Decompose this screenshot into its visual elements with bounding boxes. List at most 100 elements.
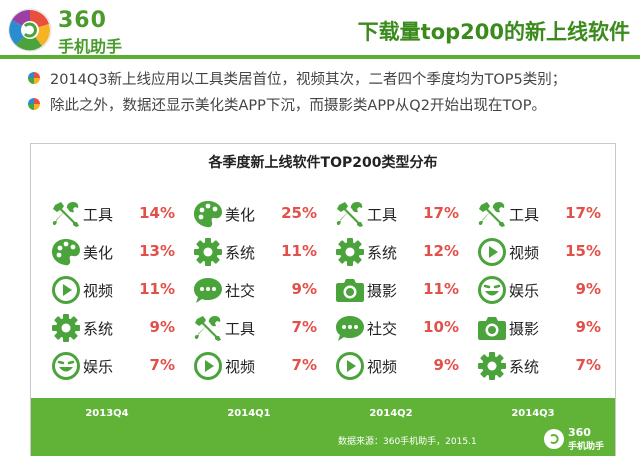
footer-logo-text: 手机助手 [568,442,605,452]
chat-icon [193,275,223,305]
smiley-icon [51,351,81,381]
play-icon [335,351,365,381]
category-item: 摄影 9% [463,310,603,346]
category-label: 社交 [225,282,256,300]
category-percent: 9% [433,356,459,374]
quarter-label: 2014Q1 [227,408,271,419]
bullet-dot-icon [28,98,40,110]
gear-icon [335,237,365,267]
camera-icon [477,313,507,343]
footer-logo-number: 360 [568,426,591,439]
category-label: 系统 [367,244,398,262]
quarter-column: 工具 14% 美化 13% 视频 11% 系统 9% 娱乐 7% [37,196,177,396]
tools-icon [477,199,507,229]
category-label: 系统 [83,320,114,338]
quarter-label: 2014Q2 [369,408,413,419]
logo-text: 手机助手 [58,37,123,56]
logo-mark-icon [8,8,52,52]
category-item: 系统 11% [179,234,319,270]
category-percent: 7% [149,356,175,374]
category-percent: 7% [575,356,601,374]
page-header: 360 手机助手 下载量top200的新上线软件 [0,0,640,60]
category-percent: 7% [291,356,317,374]
quarter-column: 工具 17% 系统 12% 摄影 11% 社交 10% 视频 9% [321,196,461,396]
category-item: 社交 9% [179,272,319,308]
palette-icon [51,237,81,267]
chart-title: 各季度新上线软件TOP200类型分布 [208,155,438,171]
category-label: 视频 [367,358,398,376]
category-item: 娱乐 9% [463,272,603,308]
category-item: 视频 15% [463,234,603,270]
category-percent: 11% [281,242,317,260]
category-percent: 11% [423,280,459,298]
tools-icon [193,313,223,343]
play-icon [51,275,81,305]
category-percent: 13% [139,242,175,260]
category-label: 美化 [225,206,256,224]
bullet-list: 2014Q3新上线应用以工具类居首位，视频其次，二者四个季度均为TOP5类别； … [0,64,640,124]
category-label: 娱乐 [83,358,114,376]
quarter-column: 工具 17% 视频 15% 娱乐 9% 摄影 9% 系统 7% [463,196,603,396]
category-item: 娱乐 7% [37,348,177,384]
category-label: 摄影 [367,282,398,300]
data-source: 数据来源：360手机助手，2015.1 [338,437,477,447]
category-label: 社交 [367,320,398,338]
category-percent: 17% [565,204,601,222]
category-item: 工具 17% [321,196,461,232]
tools-icon [51,199,81,229]
quarter-label: 2013Q4 [85,408,129,419]
category-label: 系统 [225,244,256,262]
chat-icon [335,313,365,343]
bullet-dot-icon [28,72,40,84]
bullet-text: 2014Q3新上线应用以工具类居首位，视频其次，二者四个季度均为TOP5类别； [50,71,567,88]
bullet-item: 除此之外，数据还显示美化类APP下沉，而摄影类APP从Q2开始出现在TOP。 [28,92,546,116]
app-logo: 360 手机助手 [8,6,148,56]
footer-logo-mark-icon [544,429,564,449]
category-label: 工具 [367,206,398,224]
category-item: 工具 14% [37,196,177,232]
category-percent: 14% [139,204,175,222]
category-item: 摄影 11% [321,272,461,308]
category-percent: 15% [565,242,601,260]
category-percent: 9% [575,280,601,298]
footer-logo: 360 手机助手 [543,426,615,452]
quarter-column: 美化 25% 系统 11% 社交 9% 工具 7% 视频 7% [179,196,319,396]
bullet-item: 2014Q3新上线应用以工具类居首位，视频其次，二者四个季度均为TOP5类别； [28,66,566,90]
category-item: 视频 7% [179,348,319,384]
category-label: 视频 [83,282,114,300]
category-percent: 9% [291,280,317,298]
category-percent: 7% [291,318,317,336]
tools-icon [335,199,365,229]
category-percent: 17% [423,204,459,222]
category-label: 摄影 [509,320,540,338]
gear-icon [51,313,81,343]
category-item: 视频 9% [321,348,461,384]
category-label: 系统 [509,358,540,376]
camera-icon [335,275,365,305]
category-item: 美化 25% [179,196,319,232]
palette-icon [193,199,223,229]
category-item: 美化 13% [37,234,177,270]
page-title: 下载量top200的新上线软件 [357,20,630,44]
category-label: 视频 [225,358,256,376]
logo-number: 360 [58,8,107,33]
quarter-bar: 数据来源：360手机助手，2015.1 360 手机助手 2013Q4 2014Q… [31,398,615,456]
category-item: 系统 9% [37,310,177,346]
category-item: 社交 10% [321,310,461,346]
category-item: 工具 7% [179,310,319,346]
header-divider [0,55,640,59]
category-label: 工具 [225,320,256,338]
category-label: 美化 [83,244,114,262]
gear-icon [193,237,223,267]
category-item: 系统 7% [463,348,603,384]
smiley-icon [477,275,507,305]
category-percent: 9% [575,318,601,336]
play-icon [477,237,507,267]
category-label: 娱乐 [509,282,540,300]
play-icon [193,351,223,381]
category-item: 工具 17% [463,196,603,232]
gear-icon [477,351,507,381]
category-percent: 25% [281,204,317,222]
quarter-label: 2014Q3 [511,408,555,419]
category-label: 视频 [509,244,540,262]
